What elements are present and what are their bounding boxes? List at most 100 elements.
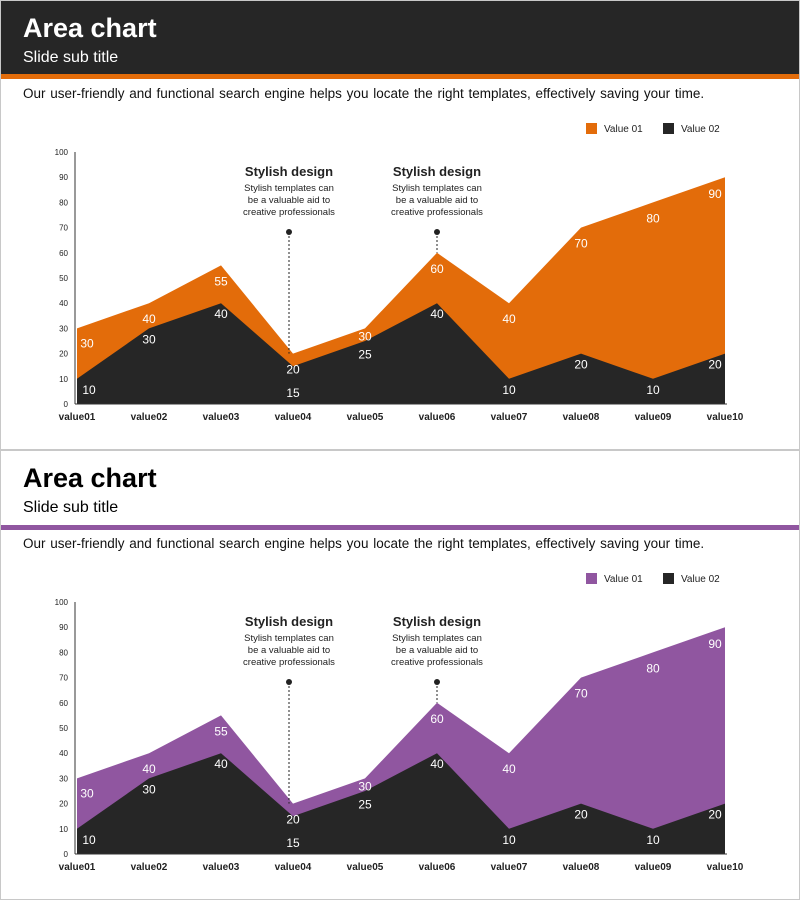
annotation-dot	[286, 229, 292, 235]
y-tick-label: 10	[59, 825, 68, 834]
area-chart: 0 10 20 30 40 50 60 70 80 90 100 value01 value02 valu…	[55, 123, 744, 423]
data-label-value-02: 25	[358, 797, 372, 811]
data-label-value-01: 30	[80, 336, 94, 350]
legend-swatch	[586, 573, 597, 584]
data-label-value-01: 80	[646, 211, 660, 225]
annotation-text: Stylish templates can	[244, 183, 334, 194]
annotation-dot	[434, 229, 440, 235]
x-tick-label: value10	[707, 412, 744, 423]
annotation-text: Stylish templates can	[392, 633, 482, 644]
y-tick-label: 90	[59, 173, 68, 182]
x-tick-label: value01	[59, 412, 96, 423]
data-label-value-02: 30	[142, 782, 156, 796]
legend-label: Value 02	[681, 124, 720, 135]
annotation-text: Stylish templates can	[392, 183, 482, 194]
data-label-value-01: 60	[430, 262, 444, 276]
legend-label: Value 02	[681, 574, 720, 585]
data-label-value-02: 10	[82, 383, 96, 397]
y-tick-label: 100	[55, 598, 69, 607]
data-label-value-01: 20	[286, 813, 300, 827]
data-label-value-02: 20	[574, 358, 588, 372]
y-tick-label: 80	[59, 198, 68, 207]
annotation-dot	[286, 679, 292, 685]
y-tick-label: 50	[59, 724, 68, 733]
data-label-value-02: 15	[286, 836, 300, 850]
annotation-title: Stylish design	[245, 164, 333, 179]
data-label-value-01: 30	[80, 786, 94, 800]
y-tick-label: 90	[59, 623, 68, 632]
area-chart: 0 10 20 30 40 50 60 70 80 90 100 value01 value02 valu…	[55, 573, 744, 873]
annotation-text: be a valuable aid to	[396, 645, 478, 656]
data-label-value-02: 10	[502, 833, 516, 847]
x-tick-label: value10	[707, 862, 744, 873]
y-tick-label: 50	[59, 274, 68, 283]
data-label-value-02: 20	[708, 358, 722, 372]
data-label-value-02: 40	[214, 757, 228, 771]
accent-bar	[1, 525, 799, 530]
data-label-value-02: 30	[142, 332, 156, 346]
data-label-value-02: 10	[82, 833, 96, 847]
x-tick-label: value07	[491, 862, 528, 873]
x-tick-label: value09	[635, 862, 672, 873]
slide-subtitle: Slide sub title	[23, 49, 119, 66]
data-label-value-01: 90	[708, 187, 722, 201]
data-label-value-01: 55	[214, 274, 228, 288]
legend-swatch	[663, 123, 674, 134]
y-tick-label: 10	[59, 375, 68, 384]
slide-title: Area chart	[23, 13, 157, 43]
y-tick-label: 30	[59, 774, 68, 783]
y-tick-label: 80	[59, 648, 68, 657]
x-tick-label: value02	[131, 412, 168, 423]
data-label-value-02: 40	[430, 757, 444, 771]
data-label-value-01: 30	[358, 779, 372, 793]
annotation-text: creative professionals	[243, 207, 335, 218]
y-tick-label: 30	[59, 324, 68, 333]
y-tick-label: 70	[59, 224, 68, 233]
x-tick-label: value08	[563, 412, 600, 423]
x-tick-label: value04	[275, 862, 312, 873]
data-label-value-02: 10	[646, 833, 660, 847]
data-label-value-02: 15	[286, 386, 300, 400]
slide-subtitle: Slide sub title	[23, 499, 119, 516]
legend-label: Value 01	[604, 124, 643, 135]
x-tick-label: value03	[203, 412, 240, 423]
legend-swatch	[586, 123, 597, 134]
x-tick-label: value03	[203, 862, 240, 873]
slide-description: Our user-friendly and functional search …	[23, 86, 705, 101]
annotation-title: Stylish design	[393, 164, 481, 179]
data-label-value-01: 40	[142, 312, 156, 326]
annotation-text: be a valuable aid to	[248, 195, 330, 206]
data-label-value-01: 30	[358, 329, 372, 343]
accent-bar	[1, 74, 799, 79]
x-tick-label: value08	[563, 862, 600, 873]
annotation-text: Stylish templates can	[244, 633, 334, 644]
x-tick-label: value06	[419, 862, 456, 873]
data-label-value-01: 70	[574, 687, 588, 701]
annotation-title: Stylish design	[393, 614, 481, 629]
slide-header: Area chart Slide sub title	[1, 1, 799, 74]
data-label-value-01: 20	[286, 363, 300, 377]
annotation-text: be a valuable aid to	[248, 645, 330, 656]
data-label-value-01: 40	[502, 762, 516, 776]
data-label-value-02: 25	[358, 347, 372, 361]
x-tick-label: value07	[491, 412, 528, 423]
data-label-value-01: 55	[214, 724, 228, 738]
data-label-value-01: 80	[646, 661, 660, 675]
area-value-02	[77, 303, 725, 404]
legend-label: Value 01	[604, 574, 643, 585]
data-label-value-02: 10	[646, 383, 660, 397]
annotation-text: creative professionals	[243, 657, 335, 668]
y-tick-label: 70	[59, 674, 68, 683]
data-label-value-01: 70	[574, 237, 588, 251]
y-tick-label: 0	[64, 400, 69, 409]
y-tick-label: 40	[59, 299, 68, 308]
data-label-value-01: 90	[708, 637, 722, 651]
y-tick-label: 20	[59, 350, 68, 359]
data-label-value-01: 40	[502, 312, 516, 326]
slide-title: Area chart	[23, 463, 157, 493]
y-tick-label: 20	[59, 800, 68, 809]
x-tick-label: value02	[131, 862, 168, 873]
y-tick-label: 40	[59, 749, 68, 758]
data-label-value-01: 60	[430, 712, 444, 726]
data-label-value-02: 40	[430, 307, 444, 321]
